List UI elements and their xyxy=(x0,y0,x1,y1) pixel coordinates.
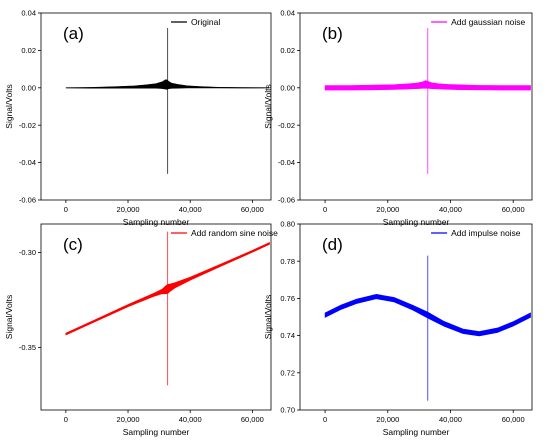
legend-label: Add gaussian noise xyxy=(451,17,525,27)
x-tick-label: 40,000 xyxy=(179,415,202,424)
chart-panel-c: 0 20,000 40,000 60,000 -0.35 -0.30 Sampling nu… xyxy=(4,223,278,437)
panel-label: (d) xyxy=(322,235,343,254)
x-tick-label: 20,000 xyxy=(376,415,399,424)
legend-label: Add impulse noise xyxy=(451,228,521,238)
y-tick-label: 0.00 xyxy=(280,83,295,92)
data-layer xyxy=(324,27,531,174)
x-tick-label: 0 xyxy=(323,205,327,214)
x-tick-label: 40,000 xyxy=(179,205,202,214)
x-tick-label: 60,000 xyxy=(241,205,264,214)
y-tick-label: -0.35 xyxy=(19,343,36,352)
plot-frame xyxy=(40,12,272,201)
x-axis-label: Sampling number xyxy=(123,427,190,437)
y-tick-label: 0.04 xyxy=(21,9,36,18)
plot-frame xyxy=(40,223,272,411)
chart-panel-b: 0 20,000 40,000 60,000 -0.06 -0.04 -0.02 0.00 0.… xyxy=(263,9,533,227)
y-axis-label: Signal/Volts xyxy=(263,84,273,128)
y-tick-label: 0.00 xyxy=(21,83,36,92)
x-tick-label: 0 xyxy=(64,205,68,214)
y-tick-label: -0.30 xyxy=(19,248,36,257)
y-tick-label: 0.04 xyxy=(280,9,295,18)
y-tick-label: -0.02 xyxy=(278,121,295,130)
legend-label: Original xyxy=(191,17,220,27)
x-tick-label: 60,000 xyxy=(241,415,264,424)
plot-frame xyxy=(299,12,533,201)
y-tick-label: -0.04 xyxy=(278,158,295,167)
y-tick-label: 0.74 xyxy=(280,331,295,340)
x-tick-label: 20,000 xyxy=(376,205,399,214)
y-tick-label: -0.02 xyxy=(19,121,36,130)
x-tick-label: 40,000 xyxy=(439,205,462,214)
data-layer xyxy=(65,231,270,386)
y-tick-label: 0.78 xyxy=(280,257,295,266)
panel-label: (a) xyxy=(63,24,84,43)
legend-label: Add random sine noise xyxy=(191,228,278,238)
y-tick-label: -0.04 xyxy=(19,158,36,167)
y-tick-label: 0.02 xyxy=(280,46,295,55)
y-axis-label: Signal/Volts xyxy=(263,295,273,339)
x-tick-label: 0 xyxy=(323,415,327,424)
series-line xyxy=(65,83,270,89)
y-tick-label: -0.06 xyxy=(19,196,36,205)
panel-label: (c) xyxy=(63,235,83,254)
y-tick-label: 0.70 xyxy=(280,406,295,415)
x-axis-label: Sampling number xyxy=(383,217,450,227)
y-axis-label: Signal/Volts xyxy=(4,295,14,339)
x-tick-label: 20,000 xyxy=(117,205,140,214)
x-tick-label: 0 xyxy=(64,415,68,424)
y-tick-label: -0.06 xyxy=(278,196,295,205)
x-tick-label: 40,000 xyxy=(439,415,462,424)
y-tick-label: 0.02 xyxy=(21,46,36,55)
x-axis-label: Sampling number xyxy=(123,217,190,227)
y-axis-label: Signal/Volts xyxy=(4,84,14,128)
x-axis-label: Sampling number xyxy=(383,427,450,437)
chart-panel-a: 0 20,000 40,000 60,000 -0.06 -0.04 -0.02 0.00 0.… xyxy=(4,9,272,227)
panel-label: (b) xyxy=(322,24,343,43)
data-layer xyxy=(65,27,270,174)
y-tick-label: 0.80 xyxy=(280,220,295,229)
x-tick-label: 20,000 xyxy=(117,415,140,424)
y-tick-label: 0.72 xyxy=(280,368,295,377)
x-tick-label: 60,000 xyxy=(502,415,525,424)
x-tick-label: 60,000 xyxy=(502,205,525,214)
chart-panel-d: 0 20,000 40,000 60,000 0.70 0.72 0.74 0.76 0.78 0… xyxy=(263,220,533,437)
plot-frame xyxy=(299,223,533,411)
data-layer xyxy=(324,255,531,401)
y-tick-label: 0.76 xyxy=(280,294,295,303)
series-line xyxy=(325,83,531,89)
